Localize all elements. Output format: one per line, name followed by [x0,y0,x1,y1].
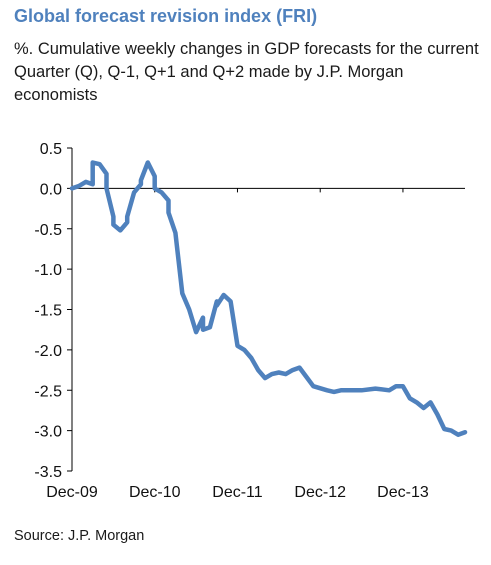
x-tick-label: Dec-12 [294,484,346,501]
source-note: Source: J.P. Morgan [14,528,145,544]
x-tick-label: Dec-13 [377,484,429,501]
chart-subtitle: %. Cumulative weekly changes in GDP fore… [14,40,479,104]
chart-marks [69,160,468,437]
y-tick-label: -1.5 [34,303,62,320]
y-tick-label: -3.5 [34,464,62,481]
y-tick-label: -1.0 [34,262,62,279]
y-tick-label: -2.0 [34,343,62,360]
x-tick-label: Dec-09 [46,484,98,501]
chart-title: Global forecast revision index (FRI) [14,6,318,26]
x-tick-label: Dec-11 [212,484,262,501]
y-tick-label: 0.5 [40,141,62,158]
y-tick-label: -2.5 [34,383,62,400]
chart-axes: 0.5 0.0 -0.5 -1.0 -1.5 -2.0 -2.5 -3.0 -3.5 Dec-09… [34,141,465,501]
y-tick-label: -0.5 [34,222,62,239]
x-tick-label: Dec-10 [129,484,181,501]
y-tick-label: 0.0 [40,181,62,198]
fri-series-line [69,160,468,437]
y-tick-label: -3.0 [34,424,62,441]
